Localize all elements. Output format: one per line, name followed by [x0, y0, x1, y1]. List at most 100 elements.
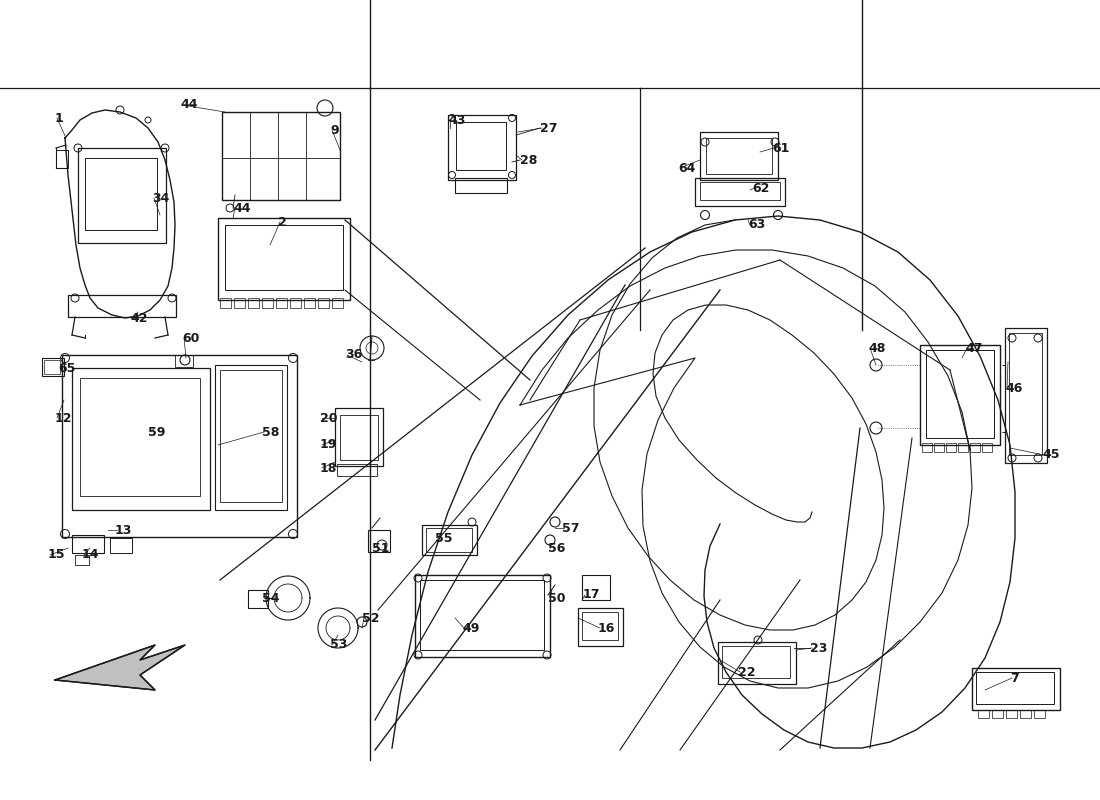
- Text: 16: 16: [598, 622, 615, 634]
- Bar: [420, 580, 544, 650]
- Bar: [978, 710, 989, 718]
- Text: 34: 34: [152, 191, 169, 205]
- Bar: [970, 443, 980, 452]
- Bar: [220, 370, 282, 502]
- Bar: [332, 298, 343, 308]
- Bar: [336, 408, 383, 466]
- Bar: [922, 443, 932, 452]
- Bar: [926, 350, 994, 438]
- Text: 55: 55: [434, 531, 452, 545]
- Text: 1: 1: [55, 111, 64, 125]
- Bar: [78, 148, 166, 243]
- Bar: [1005, 328, 1047, 463]
- Text: 63: 63: [748, 218, 766, 231]
- Bar: [718, 642, 796, 684]
- Text: 57: 57: [562, 522, 580, 534]
- Text: 52: 52: [362, 611, 380, 625]
- Bar: [72, 535, 104, 553]
- Text: 59: 59: [148, 426, 165, 438]
- Bar: [214, 365, 287, 510]
- Bar: [80, 378, 200, 496]
- Bar: [175, 355, 192, 367]
- Text: 17: 17: [583, 589, 601, 602]
- Text: 48: 48: [868, 342, 886, 354]
- Bar: [276, 298, 287, 308]
- Bar: [1034, 710, 1045, 718]
- Bar: [42, 358, 64, 376]
- Text: 51: 51: [372, 542, 389, 554]
- Bar: [582, 575, 610, 600]
- Bar: [958, 443, 968, 452]
- Text: 18: 18: [320, 462, 338, 474]
- Bar: [220, 298, 231, 308]
- Polygon shape: [55, 645, 185, 690]
- Text: 50: 50: [548, 591, 565, 605]
- Text: 44: 44: [180, 98, 198, 111]
- Bar: [304, 298, 315, 308]
- Bar: [695, 178, 785, 206]
- Text: 49: 49: [462, 622, 480, 634]
- Bar: [982, 443, 992, 452]
- Text: 46: 46: [1005, 382, 1022, 394]
- Bar: [946, 443, 956, 452]
- Bar: [992, 710, 1003, 718]
- Bar: [318, 298, 329, 308]
- Text: 44: 44: [233, 202, 251, 214]
- Text: 60: 60: [182, 331, 199, 345]
- Bar: [1009, 333, 1042, 455]
- Text: 13: 13: [116, 523, 132, 537]
- Bar: [972, 668, 1060, 710]
- Text: 62: 62: [752, 182, 769, 194]
- Text: 47: 47: [965, 342, 982, 354]
- Bar: [248, 590, 268, 608]
- Bar: [262, 298, 273, 308]
- Bar: [110, 538, 132, 553]
- Text: 7: 7: [1010, 671, 1019, 685]
- Bar: [700, 132, 778, 180]
- Bar: [337, 464, 377, 476]
- Bar: [722, 646, 790, 678]
- Bar: [582, 612, 618, 640]
- Bar: [422, 525, 477, 555]
- Bar: [75, 555, 89, 565]
- Text: 12: 12: [55, 411, 73, 425]
- Bar: [340, 415, 378, 460]
- Text: 36: 36: [345, 349, 362, 362]
- Bar: [578, 608, 623, 646]
- Text: 19: 19: [320, 438, 338, 451]
- Text: 64: 64: [678, 162, 695, 174]
- Bar: [415, 575, 550, 657]
- Bar: [448, 115, 516, 180]
- Bar: [456, 122, 506, 170]
- Bar: [426, 528, 472, 552]
- Text: 65: 65: [58, 362, 76, 374]
- Bar: [1006, 710, 1018, 718]
- Bar: [706, 138, 772, 174]
- Text: 22: 22: [738, 666, 756, 678]
- Bar: [976, 672, 1054, 704]
- Text: 53: 53: [330, 638, 348, 651]
- Bar: [455, 178, 507, 193]
- Bar: [368, 530, 390, 552]
- Text: 54: 54: [262, 591, 279, 605]
- Bar: [290, 298, 301, 308]
- Bar: [68, 295, 176, 317]
- Bar: [226, 225, 343, 290]
- Bar: [218, 218, 350, 300]
- Text: 20: 20: [320, 411, 338, 425]
- Text: 42: 42: [130, 311, 147, 325]
- Text: 27: 27: [540, 122, 558, 134]
- Bar: [56, 150, 68, 168]
- Bar: [44, 360, 60, 374]
- Text: 28: 28: [520, 154, 538, 166]
- Bar: [700, 182, 780, 200]
- Text: 56: 56: [548, 542, 565, 554]
- Text: 15: 15: [48, 549, 66, 562]
- Text: 2: 2: [278, 215, 287, 229]
- Bar: [1020, 710, 1031, 718]
- Bar: [85, 158, 157, 230]
- Text: 43: 43: [448, 114, 465, 126]
- Text: 61: 61: [772, 142, 790, 154]
- Text: 23: 23: [810, 642, 827, 654]
- Bar: [222, 112, 340, 200]
